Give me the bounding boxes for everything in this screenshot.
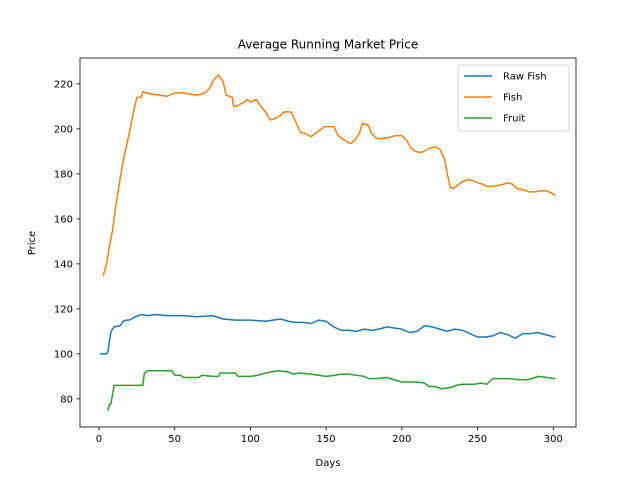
y-tick-label: 160 xyxy=(54,214,73,225)
x-tick-label: 0 xyxy=(96,434,102,445)
series-line-fruit xyxy=(107,370,556,412)
plot-area xyxy=(99,74,556,412)
x-tick-label: 300 xyxy=(544,434,563,445)
x-tick-label: 50 xyxy=(168,434,181,445)
chart-title: Average Running Market Price xyxy=(238,38,418,52)
y-tick-label: 80 xyxy=(60,394,73,405)
y-axis-label: Price xyxy=(27,231,38,255)
y-tick-label: 220 xyxy=(54,79,73,90)
x-axis-ticks: 0 50 100 150 200 250 300 xyxy=(96,427,563,445)
y-tick-label: 200 xyxy=(54,124,73,135)
legend-label: Raw Fish xyxy=(503,72,547,83)
axes-frame xyxy=(79,57,577,428)
legend-label: Fruit xyxy=(503,114,525,125)
legend-label: Fish xyxy=(503,93,522,104)
y-tick-label: 100 xyxy=(54,349,73,360)
y-tick-label: 140 xyxy=(54,259,73,270)
x-tick-label: 100 xyxy=(241,434,260,445)
x-tick-label: 200 xyxy=(392,434,411,445)
y-axis-ticks: 80 100 120 140 160 180 200 220 xyxy=(54,79,80,405)
y-tick-label: 120 xyxy=(54,304,73,315)
x-axis-label: Days xyxy=(316,458,341,469)
series-line-raw-fish xyxy=(99,313,556,355)
legend: Raw Fish Fish Fruit xyxy=(457,64,570,132)
x-tick-label: 150 xyxy=(317,434,336,445)
series-line-fish xyxy=(102,74,556,277)
legend-box xyxy=(457,64,570,132)
y-tick-label: 180 xyxy=(54,169,73,180)
x-tick-label: 250 xyxy=(468,434,487,445)
